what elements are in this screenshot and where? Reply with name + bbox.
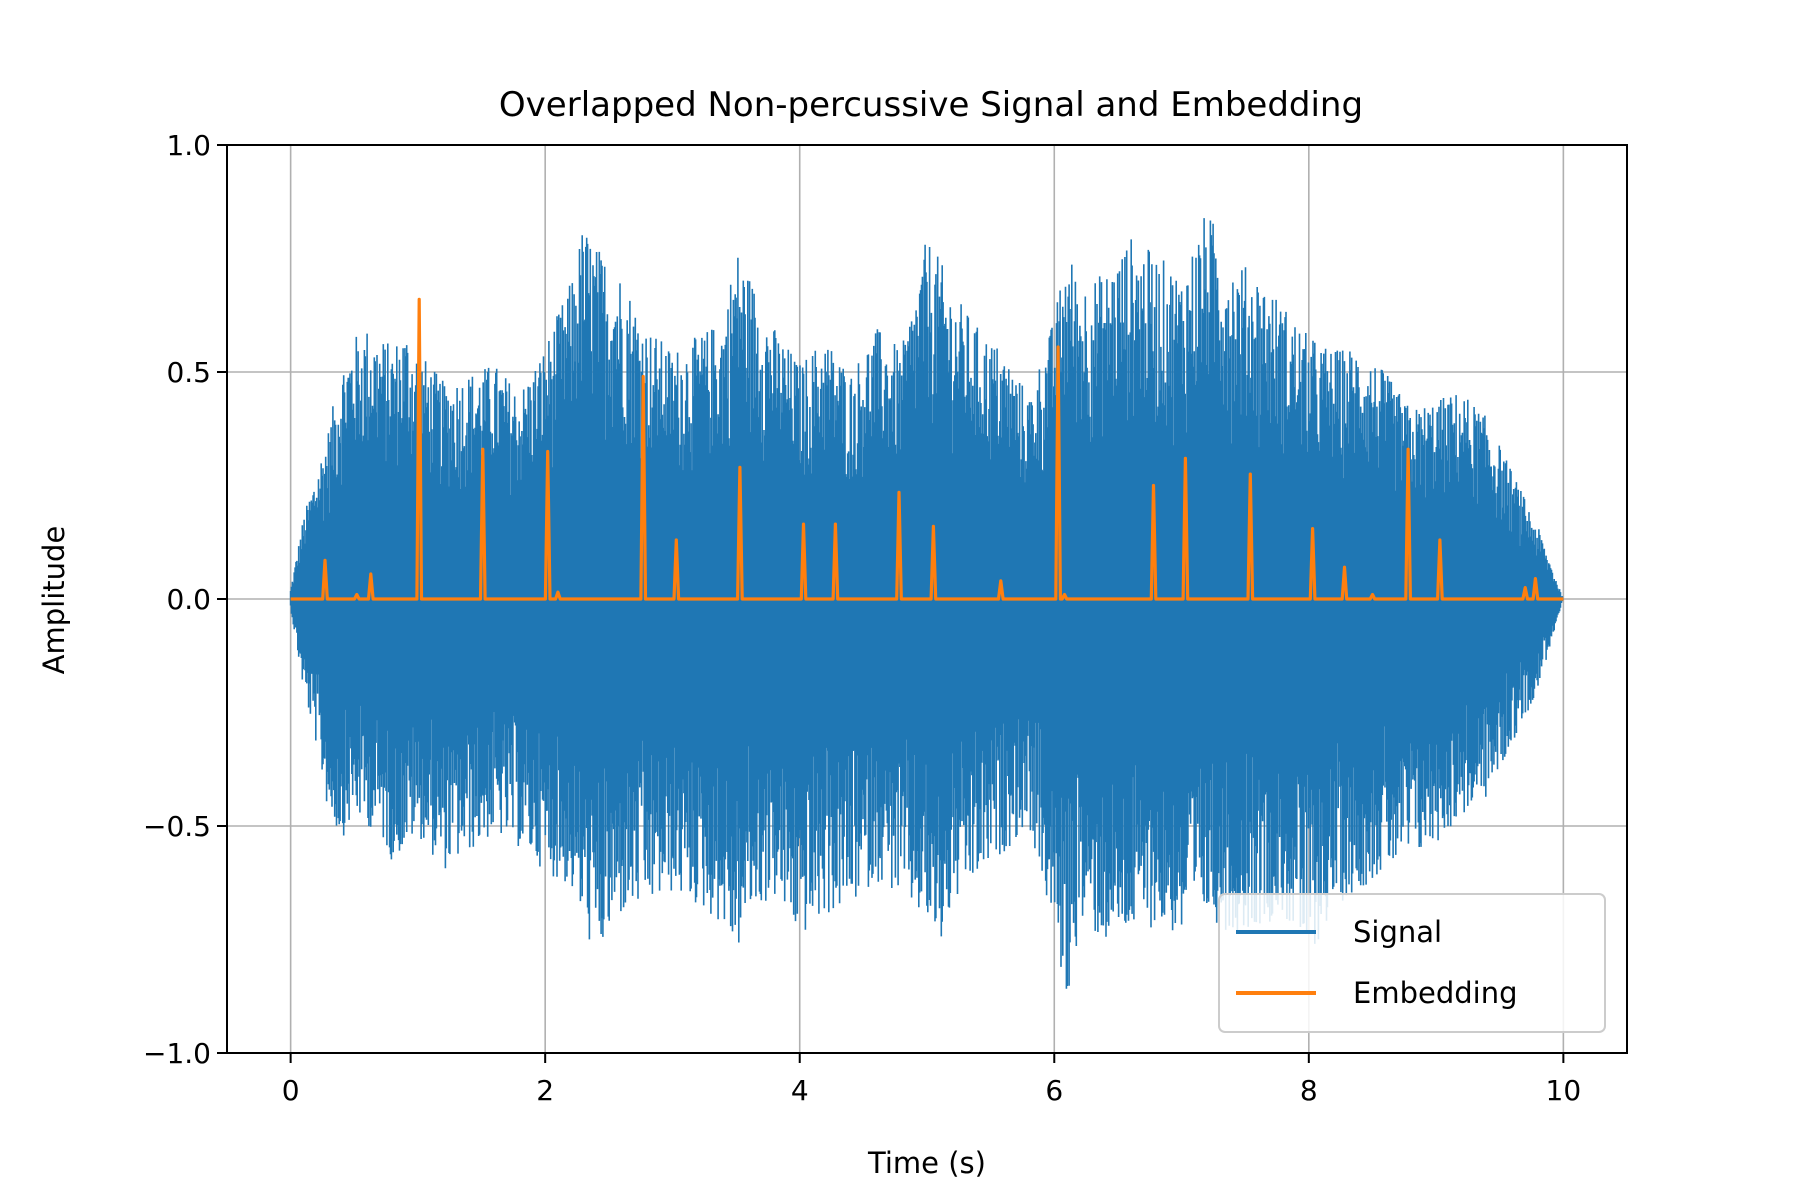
legend-label-embedding: Embedding (1353, 976, 1517, 1010)
x-axis-ticks: 0 2 4 6 8 10 (282, 1053, 1581, 1107)
y-axis-ticks: −1.0 −0.5 0.0 0.5 1.0 (143, 129, 227, 1070)
x-axis-label: Time (s) (867, 1146, 986, 1180)
x-tick-label: 8 (1300, 1074, 1318, 1107)
y-tick-label: 0.5 (166, 356, 211, 389)
y-tick-label: −1.0 (143, 1037, 211, 1070)
x-tick-label: 4 (791, 1074, 809, 1107)
chart-title: Overlapped Non-percussive Signal and Emb… (499, 85, 1363, 125)
legend-label-signal: Signal (1353, 915, 1442, 949)
y-tick-label: 1.0 (166, 129, 211, 162)
legend-box (1218, 893, 1606, 1033)
y-tick-label: 0.0 (166, 583, 211, 616)
series-layer (289, 218, 1564, 989)
x-tick-label: 2 (536, 1074, 554, 1107)
x-tick-label: 6 (1045, 1074, 1063, 1107)
y-axis-label: Amplitude (37, 526, 71, 675)
y-tick-label: −0.5 (143, 810, 211, 843)
x-tick-label: 10 (1546, 1074, 1582, 1107)
legend: Signal Embedding (1218, 893, 1606, 1033)
x-tick-label: 0 (282, 1074, 300, 1107)
